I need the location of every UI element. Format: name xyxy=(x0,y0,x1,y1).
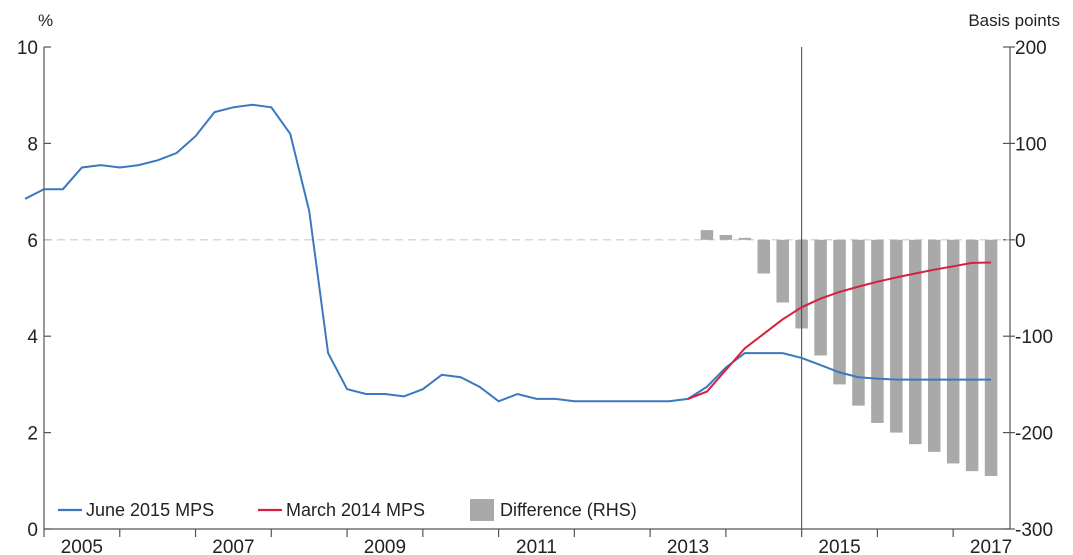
x-tick-label: 2005 xyxy=(61,537,103,555)
right-tick-label: 0 xyxy=(1015,231,1026,252)
right-axis-unit: Basis points xyxy=(968,11,1060,30)
right-tick-label: -300 xyxy=(1015,520,1053,541)
x-tick-label: 2015 xyxy=(818,537,860,555)
x-tick-label: 2011 xyxy=(516,537,557,555)
difference-bar xyxy=(833,239,846,385)
left-tick-label: 8 xyxy=(27,134,38,155)
left-tick-label: 2 xyxy=(27,424,38,445)
series-line-june-2015 xyxy=(24,103,992,403)
difference-bar xyxy=(946,239,960,464)
left-tick-label: 0 xyxy=(27,520,38,541)
right-tick-label: -200 xyxy=(1015,424,1053,445)
x-tick-label: 2007 xyxy=(212,537,254,555)
left-axis-ticks: 0 2 4 6 8 10 xyxy=(17,38,51,541)
difference-bar xyxy=(871,239,884,423)
left-tick-label: 6 xyxy=(27,231,38,252)
x-tick-label: 2009 xyxy=(364,537,406,555)
difference-bar xyxy=(852,239,865,406)
series-line-march-2014 xyxy=(687,261,992,400)
difference-bar xyxy=(719,234,733,240)
difference-bar xyxy=(927,239,941,452)
x-axis-ticks: 2005 2007 2009 2011 2013 2015 2017 xyxy=(43,529,1012,555)
difference-bar xyxy=(738,237,752,240)
difference-bar xyxy=(909,239,922,445)
right-tick-label: 100 xyxy=(1015,134,1047,155)
legend-label-difference: Difference (RHS) xyxy=(500,500,637,520)
difference-bar xyxy=(776,239,789,303)
legend: June 2015 MPS March 2014 MPS Difference … xyxy=(58,499,637,521)
left-tick-label: 4 xyxy=(27,327,38,348)
x-tick-label: 2017 xyxy=(970,537,1012,555)
difference-bar xyxy=(984,239,998,476)
left-tick-label: 10 xyxy=(17,38,38,59)
difference-bar xyxy=(965,239,979,472)
left-axis-unit: % xyxy=(38,11,53,30)
legend-label-march: March 2014 MPS xyxy=(286,500,425,520)
right-tick-label: -100 xyxy=(1015,327,1053,348)
legend-swatch-difference xyxy=(470,499,494,521)
x-tick-label: 2013 xyxy=(667,537,709,555)
legend-label-june: June 2015 MPS xyxy=(86,500,214,520)
difference-bar xyxy=(890,239,903,433)
difference-bar xyxy=(700,230,714,240)
right-axis-ticks: -300 -200 -100 0 100 200 xyxy=(1003,38,1053,541)
difference-bar xyxy=(757,239,771,274)
right-tick-label: 200 xyxy=(1015,38,1047,59)
